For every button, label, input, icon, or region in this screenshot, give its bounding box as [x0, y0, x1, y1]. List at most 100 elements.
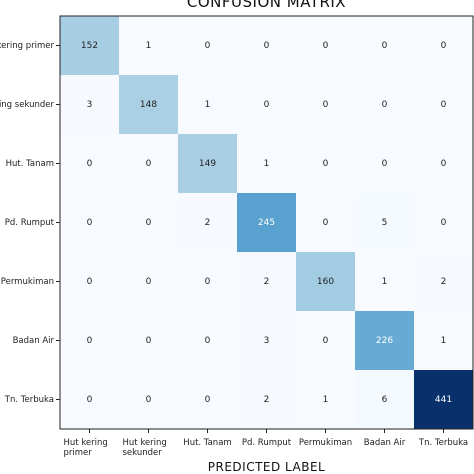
x-tick-label: Hut kering sekunder	[123, 438, 167, 458]
matrix-cell	[237, 16, 296, 75]
x-axis-label: PREDICTED LABEL	[207, 460, 326, 474]
cell-value-label: 0	[87, 218, 93, 228]
x-tick-label: Pd. Rumput	[242, 438, 292, 448]
matrix-cell	[237, 193, 296, 252]
cell-value-label: 0	[323, 336, 329, 346]
cell-value-label: 0	[264, 100, 270, 110]
cell-value-label: 0	[87, 159, 93, 169]
matrix-cell	[237, 134, 296, 193]
cell-value-label: 245	[258, 218, 275, 228]
cell-value-label: 0	[441, 41, 447, 51]
x-tick-label: Tn. Terbuka	[418, 438, 468, 448]
chart-title: CONFUSION MATRIX	[186, 0, 347, 11]
cell-value-label: 1	[382, 277, 388, 287]
matrix-cell	[237, 311, 296, 370]
matrix-cell	[119, 252, 178, 311]
cell-value-label: 0	[323, 159, 329, 169]
matrix-cell	[237, 75, 296, 134]
matrix-cell	[178, 252, 237, 311]
matrix-cell	[178, 370, 237, 429]
matrix-cell	[60, 311, 119, 370]
cell-value-label: 1	[146, 41, 152, 51]
cell-value-label: 1	[264, 159, 270, 169]
matrix-cell	[119, 134, 178, 193]
cell-value-label: 0	[205, 336, 211, 346]
matrix-cell	[119, 75, 178, 134]
cell-value-label: 1	[323, 395, 329, 405]
matrix-cell	[178, 16, 237, 75]
cell-value-label: 0	[323, 100, 329, 110]
cell-value-label: 0	[205, 41, 211, 51]
matrix-cell	[296, 193, 355, 252]
cell-value-label: 0	[323, 41, 329, 51]
cell-value-label: 0	[146, 218, 152, 228]
cell-value-label: 0	[146, 159, 152, 169]
matrix-cell	[414, 370, 473, 429]
cell-value-label: 2	[264, 395, 270, 405]
matrix-cell	[60, 134, 119, 193]
matrix-cell	[296, 311, 355, 370]
matrix-cell	[296, 75, 355, 134]
cell-value-label: 148	[140, 100, 157, 110]
matrix-cell	[414, 75, 473, 134]
cell-value-label: 0	[441, 159, 447, 169]
matrix-cell	[355, 193, 414, 252]
matrix-cell	[414, 16, 473, 75]
matrix-cell	[60, 16, 119, 75]
cell-value-label: 149	[199, 159, 216, 169]
cell-value-label: 0	[146, 395, 152, 405]
cell-value-label: 0	[87, 277, 93, 287]
x-tick-label: Hut kering primer	[64, 438, 108, 458]
matrix-cell	[178, 193, 237, 252]
matrix-cell	[355, 252, 414, 311]
matrix-cell	[178, 311, 237, 370]
matrix-cell	[119, 16, 178, 75]
matrix-cell	[296, 134, 355, 193]
matrix-cell	[119, 370, 178, 429]
y-tick-label: Hut kering primer	[0, 41, 54, 51]
matrix-cell	[296, 252, 355, 311]
cell-value-label: 2	[441, 277, 447, 287]
x-tick-label: Badan Air	[364, 438, 406, 448]
matrix-cell	[414, 134, 473, 193]
x-tick-label: Permukiman	[299, 438, 352, 448]
matrix-cell	[60, 252, 119, 311]
cell-value-label: 0	[382, 159, 388, 169]
cell-value-label: 0	[205, 277, 211, 287]
y-tick-label: Tn. Terbuka	[4, 395, 54, 405]
matrix-cell	[60, 370, 119, 429]
y-tick-label: Hut. Tanam	[6, 159, 54, 169]
cell-value-label: 0	[382, 100, 388, 110]
matrix-cell	[414, 252, 473, 311]
matrix-cell	[355, 16, 414, 75]
cell-value-label: 0	[87, 395, 93, 405]
cell-value-label: 1	[205, 100, 211, 110]
matrix-cell	[296, 16, 355, 75]
matrix-cell	[178, 134, 237, 193]
matrix-cell	[414, 311, 473, 370]
cell-value-label: 226	[376, 336, 393, 346]
cell-value-label: 0	[146, 277, 152, 287]
cell-value-label: 5	[382, 218, 388, 228]
cell-value-label: 6	[382, 395, 388, 405]
cell-value-label: 152	[81, 41, 98, 51]
cell-value-label: 0	[205, 395, 211, 405]
matrix-cell	[237, 370, 296, 429]
y-tick-label: Badan Air	[13, 336, 55, 346]
matrix-cell	[296, 370, 355, 429]
cell-value-label: 0	[441, 218, 447, 228]
matrix-cell	[178, 75, 237, 134]
matrix-cell	[60, 75, 119, 134]
cell-value-label: 0	[146, 336, 152, 346]
cell-value-label: 160	[317, 277, 334, 287]
matrix-cell	[355, 75, 414, 134]
cell-value-label: 2	[264, 277, 270, 287]
x-tick-label: Hut. Tanam	[183, 438, 231, 448]
matrix-cell	[355, 134, 414, 193]
y-tick-label: Hut kering sekunder	[0, 100, 55, 110]
y-tick-label: Permukiman	[1, 277, 54, 287]
cell-value-label: 0	[323, 218, 329, 228]
matrix-cell	[60, 193, 119, 252]
